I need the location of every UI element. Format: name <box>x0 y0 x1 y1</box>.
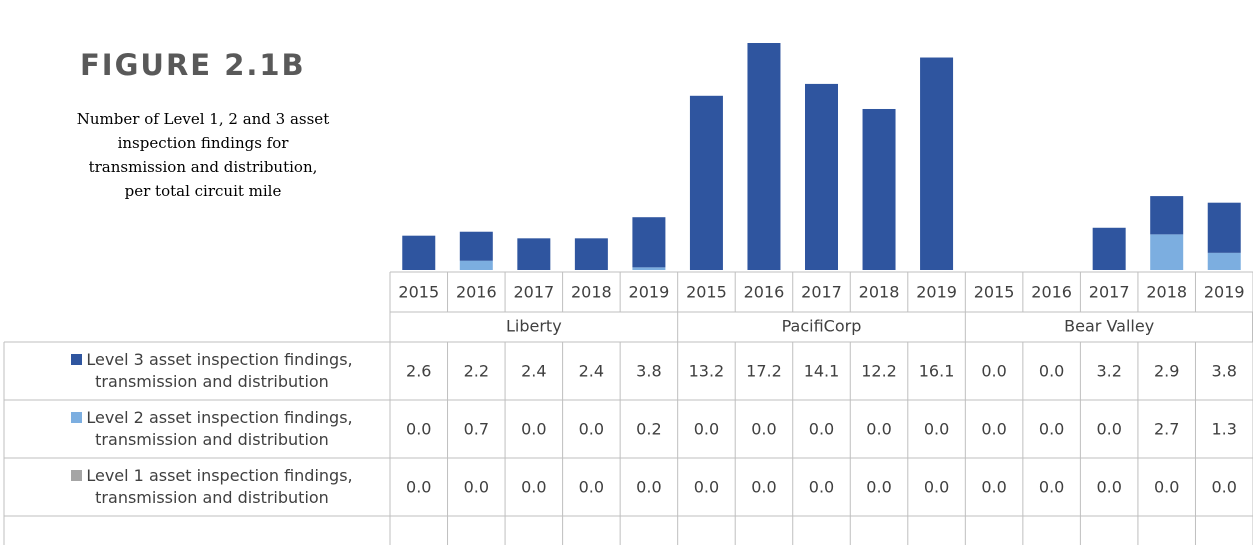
group-label: Liberty <box>506 317 562 336</box>
x-tick-label: 2018 <box>859 283 900 302</box>
data-label: 13.2 <box>689 362 725 381</box>
data-label: 0.2 <box>636 420 661 439</box>
subtitle: Number of Level 1, 2 and 3 asset <box>77 110 329 128</box>
legend-entry: Level 3 asset inspection findings, trans… <box>36 349 388 393</box>
bar-segment <box>517 238 551 270</box>
legend-label: Level 2 asset inspection findings, trans… <box>86 408 353 449</box>
data-label: 17.2 <box>746 362 782 381</box>
data-label: 0.0 <box>694 478 719 497</box>
bar-segment <box>1207 202 1241 253</box>
data-label: 0.0 <box>406 420 431 439</box>
bar-segment <box>459 260 493 270</box>
x-tick-label: 2019 <box>1204 283 1245 302</box>
subtitle: inspection findings for <box>118 134 290 152</box>
subtitle: transmission and distribution, <box>89 158 318 176</box>
bar-segment <box>459 231 493 261</box>
x-tick-label: 2018 <box>1146 283 1187 302</box>
data-label: 0.0 <box>866 478 891 497</box>
bar-segment <box>402 235 436 270</box>
bar-segment <box>805 83 838 271</box>
data-label: 0.0 <box>636 478 661 497</box>
data-label: 0.0 <box>809 478 834 497</box>
data-label: 12.2 <box>861 362 897 381</box>
legend-label: Level 3 asset inspection findings, trans… <box>86 350 353 391</box>
bar-segment <box>747 43 781 270</box>
x-tick-label: 2015 <box>974 283 1015 302</box>
x-tick-label: 2018 <box>571 283 612 302</box>
x-tick-label: 2015 <box>686 283 727 302</box>
legend-swatch <box>71 412 83 423</box>
bar-segment <box>862 108 896 270</box>
data-label: 0.0 <box>751 478 776 497</box>
bar-segment <box>920 57 954 270</box>
data-label: 16.1 <box>919 362 955 381</box>
data-label: 0.0 <box>981 478 1006 497</box>
data-label: 0.0 <box>751 420 776 439</box>
x-tick-label: 2016 <box>744 283 785 302</box>
data-label: 0.0 <box>579 478 604 497</box>
data-label: 3.8 <box>636 362 661 381</box>
group-label: PacifiCorp <box>782 317 862 336</box>
data-label: 0.0 <box>1039 478 1064 497</box>
data-label: 14.1 <box>804 362 840 381</box>
x-tick-label: 2017 <box>513 283 554 302</box>
data-label: 1.3 <box>1212 420 1237 439</box>
bar-segment <box>1207 252 1241 270</box>
subtitle: per total circuit mile <box>125 182 282 200</box>
data-label: 2.4 <box>521 362 546 381</box>
bar-segment <box>689 95 723 270</box>
x-tick-label: 2016 <box>456 283 497 302</box>
data-label: 0.0 <box>521 478 546 497</box>
group-label: Bear Valley <box>1064 317 1154 336</box>
x-tick-label: 2016 <box>1031 283 1072 302</box>
data-label: 0.0 <box>1039 420 1064 439</box>
data-label: 0.0 <box>981 420 1006 439</box>
bar-segment <box>1092 227 1126 270</box>
data-label: 0.0 <box>406 478 431 497</box>
legend-entry: Level 1 asset inspection findings, trans… <box>36 465 388 509</box>
data-label: 0.0 <box>809 420 834 439</box>
x-tick-label: 2019 <box>916 283 957 302</box>
data-label: 0.7 <box>464 420 489 439</box>
data-label: 0.0 <box>1096 478 1121 497</box>
legend-entry: Level 2 asset inspection findings, trans… <box>36 407 388 451</box>
data-label: 2.7 <box>1154 420 1179 439</box>
chart-title: FIGURE 2.1B <box>80 48 306 82</box>
x-tick-label: 2017 <box>801 283 842 302</box>
data-label: 0.0 <box>866 420 891 439</box>
data-label: 0.0 <box>1096 420 1121 439</box>
data-label: 0.0 <box>521 420 546 439</box>
x-tick-label: 2015 <box>398 283 439 302</box>
x-tick-label: 2019 <box>629 283 670 302</box>
data-label: 0.0 <box>981 362 1006 381</box>
bar-segment <box>632 217 666 268</box>
data-label: 0.0 <box>1039 362 1064 381</box>
bar-segment <box>574 238 608 270</box>
data-label: 0.0 <box>694 420 719 439</box>
legend-swatch <box>71 470 83 481</box>
data-label: 0.0 <box>1154 478 1179 497</box>
data-label: 2.2 <box>464 362 489 381</box>
legend-label: Level 1 asset inspection findings, trans… <box>86 466 353 507</box>
data-label: 0.0 <box>579 420 604 439</box>
data-label: 2.6 <box>406 362 431 381</box>
data-label: 0.0 <box>1212 478 1237 497</box>
data-label: 0.0 <box>464 478 489 497</box>
bar-segment <box>632 267 666 270</box>
data-label: 3.2 <box>1096 362 1121 381</box>
x-tick-label: 2017 <box>1089 283 1130 302</box>
data-label: 3.8 <box>1212 362 1237 381</box>
data-label: 2.4 <box>579 362 604 381</box>
bar-segment <box>1150 196 1184 235</box>
bar-segment <box>1150 234 1184 270</box>
legend-swatch <box>71 354 83 365</box>
data-label: 0.0 <box>924 478 949 497</box>
data-label: 2.9 <box>1154 362 1179 381</box>
data-label: 0.0 <box>924 420 949 439</box>
